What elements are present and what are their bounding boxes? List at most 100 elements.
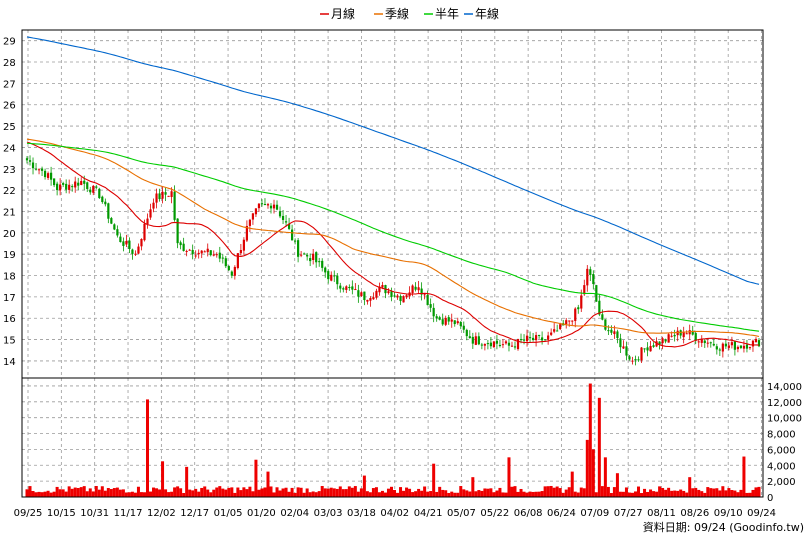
volume-bar	[299, 487, 303, 497]
legend-label-0: 月線	[331, 6, 355, 21]
volume-tick-label: 0	[767, 493, 773, 504]
candle-body	[263, 203, 267, 205]
candle-body	[489, 342, 493, 347]
volume-bar	[386, 488, 390, 497]
candle-body	[531, 337, 535, 340]
date-tick-label: 04/21	[414, 508, 443, 519]
panel-frames	[21, 29, 764, 498]
volume-bar	[335, 488, 339, 497]
date-tick-label: 09/10	[714, 508, 743, 519]
candle-body	[34, 168, 38, 170]
candle-body	[438, 317, 441, 320]
price-axis-labels: 29 28 27 26 25 24 23 22 21 20 19 18 17 16 15 14	[3, 37, 16, 368]
date-tick-label: 03/18	[347, 508, 376, 519]
volume-bar	[209, 492, 213, 497]
volume-bar	[546, 486, 550, 497]
volume-bar	[329, 487, 333, 497]
volume-bar	[296, 487, 300, 497]
chart-legend: 月線 季線 半年 年線	[320, 6, 499, 21]
candle-body	[405, 295, 408, 298]
candle-body	[495, 340, 499, 344]
candle-body	[146, 218, 149, 225]
volume-bar	[136, 486, 140, 497]
volume-bar	[691, 488, 695, 497]
volume-bar	[444, 490, 448, 497]
volume-bar	[552, 487, 556, 497]
date-tick-label: 05/22	[480, 508, 509, 519]
volume-bar	[567, 487, 571, 497]
volume-bar	[399, 487, 403, 497]
volume-bar	[79, 487, 83, 497]
candle-body	[161, 191, 164, 199]
candle-body	[336, 275, 339, 285]
candle-body	[730, 342, 733, 346]
candle-body	[28, 160, 32, 162]
date-tick-label: 04/02	[380, 508, 409, 519]
volume-bar	[405, 487, 409, 497]
volume-bar	[748, 492, 752, 497]
volume-bar	[465, 490, 469, 497]
candle-body	[402, 296, 405, 303]
volume-bar	[233, 492, 237, 497]
volume-bar	[661, 487, 665, 497]
date-tick-label: 03/03	[314, 508, 343, 519]
candle-body	[191, 249, 194, 255]
candle-body	[119, 236, 122, 243]
volume-bar	[727, 488, 731, 497]
candle-body	[748, 347, 752, 349]
volume-bar	[396, 492, 400, 497]
candle-body	[212, 254, 215, 256]
candle-body	[342, 288, 345, 290]
candle-body	[164, 192, 167, 195]
candle-body	[673, 334, 676, 337]
volume-bar	[468, 491, 472, 497]
volume-bar	[489, 488, 493, 497]
volume-bar	[230, 487, 234, 497]
candle-body	[71, 186, 74, 188]
volume-bar	[149, 491, 153, 497]
candle-body	[420, 288, 423, 295]
volume-bar	[227, 487, 231, 497]
candle-body	[754, 338, 758, 343]
volume-bar	[438, 486, 442, 497]
volume-bar	[576, 492, 580, 497]
candle-body	[550, 332, 553, 335]
candle-body	[194, 255, 197, 257]
volume-bar	[402, 490, 406, 497]
candle-body	[589, 269, 592, 275]
date-tick-label: 06/24	[547, 508, 576, 519]
candle-body	[354, 289, 357, 291]
volume-bar	[612, 487, 616, 497]
candle-body	[583, 285, 586, 295]
volume-bar	[191, 490, 195, 497]
volume-bar	[248, 486, 252, 497]
volume-bar	[185, 466, 189, 497]
volume-bar	[649, 489, 653, 497]
candle-body	[324, 267, 327, 273]
volume-bar	[58, 489, 62, 497]
volume-bar	[609, 493, 613, 497]
legend-label-2: 半年	[435, 7, 459, 21]
volume-bar	[679, 489, 683, 497]
volume-bar	[25, 489, 29, 497]
volume-bar	[302, 492, 306, 497]
volume-bar	[594, 492, 598, 497]
price-tick-label: 17	[3, 293, 16, 304]
candle-body	[278, 211, 282, 217]
candle-body	[131, 249, 134, 254]
candle-body	[260, 203, 264, 205]
volume-tick-label: 10,000	[767, 414, 802, 425]
volume-bar	[600, 486, 604, 497]
volume-bar	[94, 486, 98, 497]
volume-bar	[212, 489, 216, 497]
candle-body	[293, 240, 297, 242]
volume-bar	[356, 491, 360, 497]
volume-bar	[447, 492, 451, 497]
volume-bar	[501, 492, 505, 497]
candle-body	[74, 181, 77, 188]
price-tick-label: 16	[3, 314, 16, 325]
candle-body	[541, 337, 544, 341]
candle-body	[158, 193, 161, 200]
candle-body	[553, 329, 556, 332]
candle-body	[37, 169, 41, 171]
